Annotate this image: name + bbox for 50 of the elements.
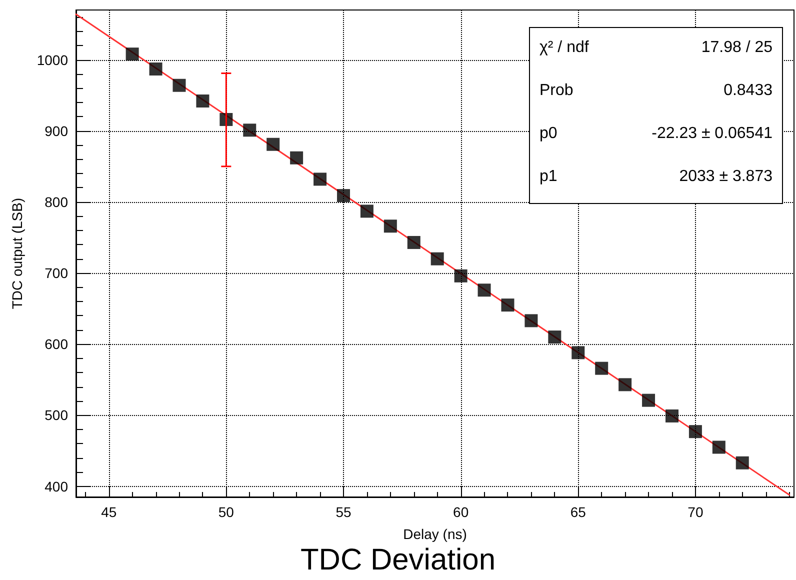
point xyxy=(618,378,632,392)
x-tick-label: 70 xyxy=(688,504,704,520)
point xyxy=(595,362,608,375)
y-tick-label: 600 xyxy=(44,336,68,352)
point xyxy=(572,346,585,360)
point xyxy=(736,456,749,470)
x-axis-title: Delay (ns) xyxy=(403,526,467,542)
annotation: p1 xyxy=(540,168,558,185)
point xyxy=(454,269,468,282)
point xyxy=(712,440,726,454)
point xyxy=(314,172,327,186)
x-tick-label: 55 xyxy=(336,504,352,520)
annotation: -22.23 ± 0.06541 xyxy=(652,125,773,142)
point xyxy=(336,189,350,202)
annotation: Prob xyxy=(540,82,574,99)
annotation: 2033 ± 3.873 xyxy=(679,168,773,185)
point xyxy=(266,138,280,151)
annotation: p0 xyxy=(540,125,558,142)
point xyxy=(548,330,562,344)
y-tick-label: 800 xyxy=(44,194,68,210)
point xyxy=(290,151,304,164)
point xyxy=(478,284,491,297)
point xyxy=(196,94,210,108)
x-tick-label: 50 xyxy=(218,504,234,520)
point xyxy=(384,220,397,233)
point xyxy=(524,314,538,328)
point xyxy=(360,204,374,218)
y-tick-label: 900 xyxy=(44,122,68,139)
point xyxy=(126,48,139,61)
annotation: χ² / ndf xyxy=(540,39,590,56)
point xyxy=(501,298,514,312)
y-tick-label: 500 xyxy=(44,407,68,424)
text: TDC Deviation xyxy=(300,544,496,576)
point xyxy=(149,62,162,76)
x-tick-label: 45 xyxy=(101,504,117,520)
x-tick-label: 65 xyxy=(570,504,586,520)
point xyxy=(688,425,702,438)
y-axis-title: TDC output (LSB) xyxy=(9,198,25,310)
x-tick-label: 60 xyxy=(453,504,469,520)
y-tick-label: 700 xyxy=(44,265,68,282)
point xyxy=(642,394,656,407)
point xyxy=(172,78,186,92)
point xyxy=(243,124,256,137)
point xyxy=(430,252,444,266)
point xyxy=(665,409,678,422)
y-tick-label: 400 xyxy=(44,478,68,494)
point xyxy=(407,236,420,249)
annotation: 0.8433 xyxy=(724,82,773,99)
y-tick-label: 1000 xyxy=(36,52,68,68)
annotation: 17.98 / 25 xyxy=(701,39,773,56)
